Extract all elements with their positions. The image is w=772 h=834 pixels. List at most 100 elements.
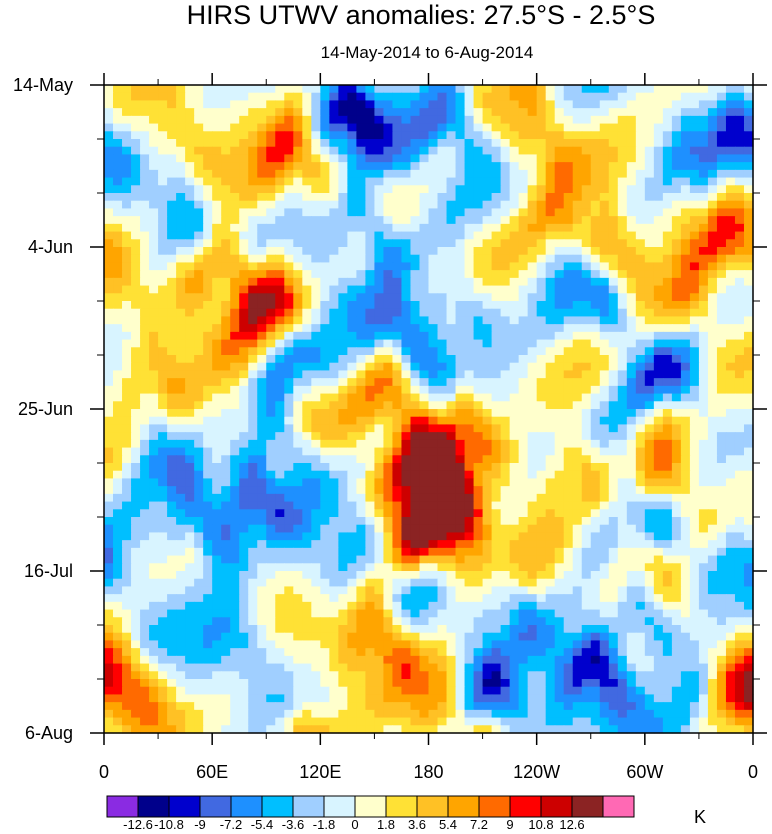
field-cell	[248, 347, 258, 356]
field-cell	[266, 393, 276, 402]
field-cell	[509, 416, 520, 426]
field-cell	[671, 146, 682, 156]
field-cell	[365, 355, 376, 364]
field-cell	[626, 385, 637, 395]
field-cell	[473, 208, 484, 217]
field-cell	[311, 486, 321, 495]
field-cell	[509, 432, 520, 441]
field-cell	[536, 401, 547, 410]
field-cell	[491, 439, 502, 449]
field-cell	[500, 185, 511, 194]
field-cell	[464, 355, 475, 364]
field-cell	[302, 185, 312, 194]
field-cell	[482, 223, 493, 233]
field-cell	[509, 609, 520, 618]
field-cell	[662, 347, 673, 356]
field-cell	[554, 139, 565, 148]
field-cell	[275, 601, 285, 611]
field-cell	[203, 185, 213, 194]
field-cell	[572, 262, 583, 271]
field-cell	[410, 586, 421, 595]
field-cell	[284, 540, 294, 549]
field-cell	[284, 115, 294, 125]
field-cell	[347, 393, 357, 402]
field-cell	[374, 162, 385, 171]
field-cell	[185, 455, 195, 464]
field-cell	[194, 316, 204, 325]
field-cell	[581, 540, 592, 549]
field-cell	[104, 370, 114, 379]
field-cell	[275, 131, 285, 140]
field-cell	[554, 439, 565, 449]
field-cell	[365, 308, 376, 318]
field-cell	[167, 532, 177, 541]
field-cell	[176, 239, 186, 248]
field-cell	[203, 463, 213, 472]
field-cell	[131, 509, 141, 518]
field-cell	[527, 571, 538, 580]
field-cell	[167, 555, 177, 564]
field-cell	[203, 293, 213, 302]
field-cell	[482, 316, 493, 325]
field-cell	[257, 285, 267, 294]
field-cell	[212, 308, 222, 318]
field-cell	[275, 139, 285, 148]
field-cell	[392, 154, 403, 163]
field-cell	[284, 509, 294, 518]
field-cell	[689, 100, 700, 109]
field-cell	[617, 231, 628, 240]
field-cell	[356, 401, 366, 410]
field-cell	[698, 370, 709, 379]
field-cell	[410, 393, 421, 402]
field-cell	[734, 609, 745, 618]
field-cell	[581, 432, 592, 441]
field-cell	[428, 532, 439, 541]
field-cell	[491, 455, 502, 464]
field-cell	[329, 447, 339, 456]
field-cell	[131, 578, 141, 588]
field-cell	[572, 586, 583, 595]
field-cell	[419, 355, 430, 364]
field-cell	[437, 100, 448, 109]
field-cell	[212, 254, 222, 264]
field-cell	[275, 169, 285, 179]
field-cell	[383, 547, 394, 557]
field-cell	[698, 493, 709, 503]
field-cell	[509, 285, 520, 294]
field-cell	[275, 301, 285, 310]
field-cell	[626, 223, 637, 233]
field-cell	[293, 285, 303, 294]
field-cell	[419, 123, 430, 132]
field-cell	[230, 108, 240, 117]
field-cell	[302, 493, 312, 503]
field-cell	[401, 208, 412, 217]
field-cell	[113, 478, 123, 487]
field-cell	[212, 571, 222, 580]
field-cell	[680, 162, 691, 171]
field-cell	[581, 285, 592, 294]
field-cell	[104, 85, 114, 94]
field-cell	[581, 270, 592, 279]
field-cell	[338, 347, 348, 356]
field-cell	[176, 370, 186, 379]
field-cell	[446, 100, 457, 109]
field-cell	[275, 540, 285, 549]
field-cell	[185, 115, 195, 125]
field-cell	[338, 285, 348, 294]
field-cell	[563, 270, 574, 279]
field-cell	[437, 370, 448, 379]
field-cell	[518, 85, 529, 94]
field-cell	[185, 447, 195, 456]
field-cell	[563, 231, 574, 240]
field-cell	[185, 478, 195, 487]
field-cell	[491, 308, 502, 318]
field-cell	[311, 470, 321, 480]
field-cell	[239, 254, 249, 264]
field-cell	[113, 578, 123, 588]
field-cell	[338, 493, 348, 503]
field-cell	[212, 617, 222, 626]
field-cell	[464, 594, 475, 603]
field-cell	[500, 208, 511, 217]
field-cell	[626, 208, 637, 217]
field-cell	[554, 470, 565, 480]
